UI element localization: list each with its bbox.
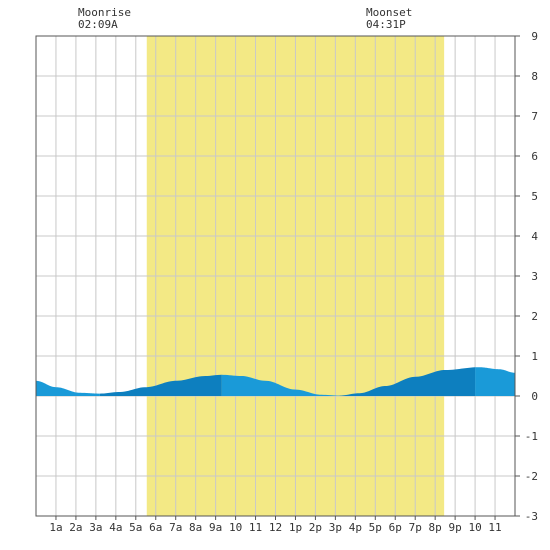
y-tick-label: 2 [531,310,538,323]
y-tick-label: 1 [531,350,538,363]
y-tick-label: -3 [525,510,538,523]
tide-segment-light [36,380,100,396]
x-tick-label: 7p [409,521,422,534]
y-tick-label: 5 [531,190,538,203]
x-tick-label: 3p [329,521,342,534]
x-tick-label: 4a [109,521,122,534]
y-tick-label: 6 [531,150,538,163]
x-axis-ticks: 1a 2a 3a 4a 5a 6a 7a 8a 9a 10 11 12 1p 2p 3p 4p 5p 6p 7p 8p… [49,516,502,534]
tide-area [36,367,515,396]
x-tick-label: 12 [269,521,282,534]
x-tick-label: 9a [209,521,222,534]
x-tick-label: 8p [429,521,442,534]
x-tick-label: 10 [468,521,481,534]
moonrise-label: Moonrise [78,6,131,19]
y-axis-ticks: 9 8 7 6 5 4 3 2 1 0 -1 -2 -3 [515,30,538,523]
x-tick-label: 5a [129,521,142,534]
y-tick-label: 8 [531,70,538,83]
x-tick-label: 1a [49,521,62,534]
tide-segment-dark [99,374,222,396]
x-tick-label: 4p [349,521,362,534]
x-tick-label: 3a [89,521,102,534]
y-tick-label: 9 [531,30,538,43]
x-tick-label: 11 [488,521,501,534]
moonrise-time: 02:09A [78,18,118,31]
x-tick-label: 7a [169,521,182,534]
y-tick-label: -1 [525,430,538,443]
y-tick-label: 0 [531,390,538,403]
x-tick-label: 5p [369,521,382,534]
x-tick-label: 6a [149,521,162,534]
y-tick-label: -2 [525,470,538,483]
tide-segment-dark [339,367,476,396]
x-tick-label: 2p [309,521,322,534]
x-tick-label: 1p [289,521,302,534]
moonset-time: 04:31P [366,18,406,31]
x-tick-label: 10 [229,521,242,534]
y-tick-label: 4 [531,230,538,243]
tide-segment-light [475,367,515,396]
x-tick-label: 6p [389,521,402,534]
x-tick-label: 2a [69,521,82,534]
y-tick-label: 3 [531,270,538,283]
x-tick-label: 8a [189,521,202,534]
tide-segment-light [221,374,340,396]
x-tick-label: 11 [249,521,262,534]
moonset-label: Moonset [366,6,412,19]
x-tick-label: 9p [449,521,462,534]
y-tick-label: 7 [531,110,538,123]
